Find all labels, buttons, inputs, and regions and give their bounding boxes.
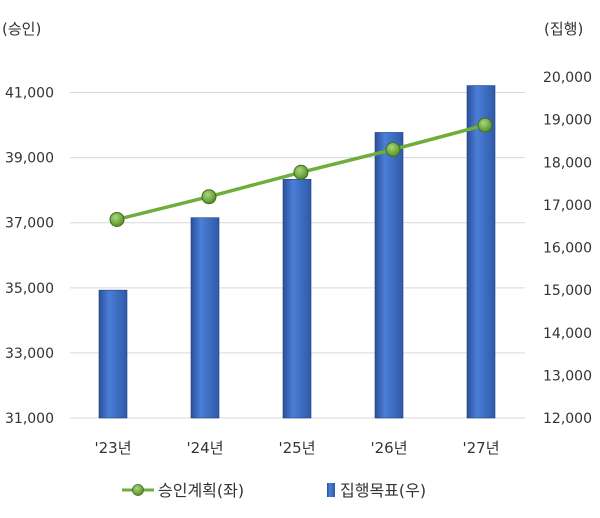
right-tick-label: 20,000: [543, 70, 592, 86]
legend-item-line: 승인계획(좌): [122, 481, 244, 500]
legend-bar-swatch: [327, 483, 335, 497]
right-tick-label: 12,000: [543, 411, 592, 427]
bar: [282, 179, 312, 419]
legend-item-bar: 집행목표(우): [327, 481, 426, 500]
right-tick-label: 19,000: [543, 113, 592, 129]
right-tick-label: 16,000: [543, 241, 592, 257]
left-tick-label: 35,000: [5, 281, 54, 297]
line-point: [477, 117, 493, 133]
left-axis-label: (승인): [2, 20, 41, 38]
bar-series: [98, 85, 496, 419]
bar: [374, 132, 404, 419]
right-tick-label: 14,000: [543, 326, 592, 342]
line-point: [201, 189, 217, 205]
right-tick-label: 18,000: [543, 155, 592, 171]
legend: 승인계획(좌) 집행목표(우): [122, 481, 426, 500]
right-axis-label: (집행): [544, 20, 583, 38]
line-point: [109, 211, 125, 227]
left-tick-label: 41,000: [5, 86, 54, 102]
left-tick-label: 39,000: [5, 151, 54, 167]
bar: [98, 289, 128, 419]
right-tick-label: 15,000: [543, 283, 592, 299]
right-tick-label: 13,000: [543, 368, 592, 384]
legend-bar-label: 집행목표(우): [340, 481, 426, 500]
line-point: [385, 142, 401, 157]
axes: (승인) (집행) 31,000 33,000 35,000 37,000 39,000…: [2, 20, 592, 457]
x-tick-label: '26년: [370, 439, 407, 457]
legend-line-marker: [132, 484, 144, 496]
left-tick-label: 37,000: [5, 216, 54, 232]
line-series: [109, 117, 493, 227]
bar: [190, 217, 220, 419]
left-tick-label: 31,000: [5, 411, 54, 427]
x-tick-label: '24년: [186, 439, 223, 457]
x-tick-label: '23년: [94, 439, 131, 457]
x-tick-label: '27년: [462, 439, 499, 457]
bar: [466, 85, 496, 419]
left-tick-label: 33,000: [5, 346, 54, 362]
legend-line-label: 승인계획(좌): [158, 481, 244, 500]
line-point: [293, 164, 309, 180]
right-tick-label: 17,000: [543, 198, 592, 214]
x-tick-label: '25년: [278, 439, 315, 457]
